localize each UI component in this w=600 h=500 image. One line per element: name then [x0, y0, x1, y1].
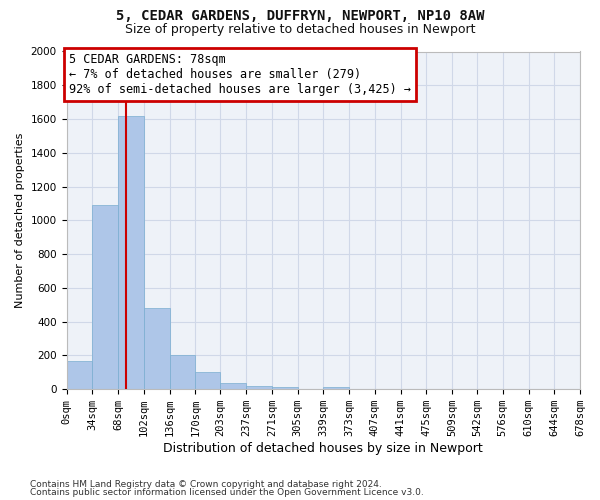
Bar — [220, 384, 246, 389]
Bar — [144, 308, 170, 389]
Bar — [246, 386, 272, 389]
Bar — [195, 372, 220, 389]
Bar — [118, 116, 144, 389]
Bar — [170, 356, 195, 389]
Text: Contains public sector information licensed under the Open Government Licence v3: Contains public sector information licen… — [30, 488, 424, 497]
X-axis label: Distribution of detached houses by size in Newport: Distribution of detached houses by size … — [163, 442, 483, 455]
Bar — [67, 360, 92, 389]
Y-axis label: Number of detached properties: Number of detached properties — [15, 132, 25, 308]
Text: Size of property relative to detached houses in Newport: Size of property relative to detached ho… — [125, 22, 475, 36]
Text: 5 CEDAR GARDENS: 78sqm
← 7% of detached houses are smaller (279)
92% of semi-det: 5 CEDAR GARDENS: 78sqm ← 7% of detached … — [69, 53, 411, 96]
Text: Contains HM Land Registry data © Crown copyright and database right 2024.: Contains HM Land Registry data © Crown c… — [30, 480, 382, 489]
Text: 5, CEDAR GARDENS, DUFFRYN, NEWPORT, NP10 8AW: 5, CEDAR GARDENS, DUFFRYN, NEWPORT, NP10… — [116, 9, 484, 23]
Bar — [323, 386, 349, 389]
Bar — [92, 205, 118, 389]
Bar — [272, 386, 298, 389]
